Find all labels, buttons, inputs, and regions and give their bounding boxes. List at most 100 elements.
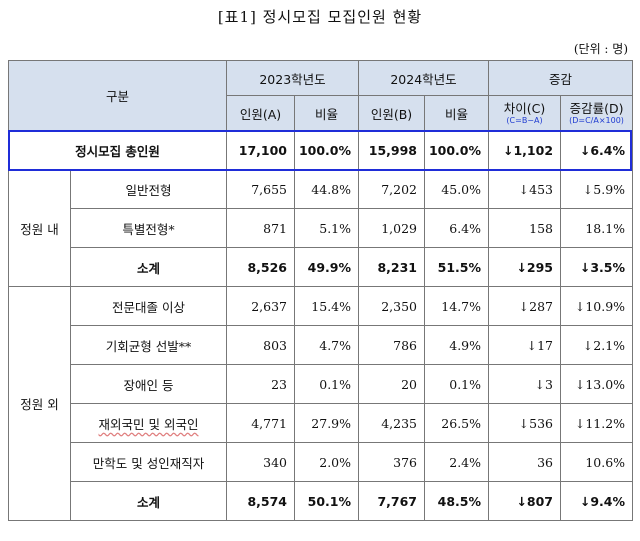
subtotal-row: 소계 8,526 49.9% 8,231 51.5% ↓295 ↓3.5% [9, 247, 634, 287]
cell: ↓807 [488, 481, 562, 521]
group-label: 정원 외 [8, 286, 71, 521]
row-label: 특별전형* [69, 208, 228, 248]
cell: 1,029 [358, 208, 426, 248]
cell: 18.1% [560, 208, 634, 248]
cell: 4,771 [226, 403, 296, 443]
cell: 5.1% [294, 208, 360, 248]
table-row: 만학도 및 성인재직자 340 2.0% 376 2.4% 36 10.6% [9, 442, 634, 482]
recruitment-table: 구분 2023학년도 2024학년도 증감 인원(A) 비율 인원(B) 비율 … [7, 60, 634, 521]
row-label: 소계 [69, 481, 228, 521]
cell: ↓287 [488, 286, 562, 326]
cell: 803 [226, 325, 296, 365]
cell: 49.9% [294, 247, 360, 287]
cell: 10.6% [560, 442, 634, 482]
cell: ↓3.5% [560, 247, 634, 287]
header-count-b: 인원(B) [358, 95, 426, 131]
table-row: 정원 외 전문대졸 이상 2,637 15.4% 2,350 14.7% ↓28… [8, 286, 634, 521]
cell: ↓11.2% [560, 403, 634, 443]
cell: ↓5.9% [560, 169, 634, 209]
row-label: 재외국민 및 외국인 [69, 403, 228, 443]
header-2024: 2024학년도 [358, 60, 490, 96]
cell: 48.5% [424, 481, 490, 521]
row-label: 전문대졸 이상 [69, 286, 228, 326]
cell: ↓2.1% [560, 325, 634, 365]
total-label: 정시모집 총인원 [7, 130, 228, 170]
cell: 871 [226, 208, 296, 248]
cell: 27.9% [294, 403, 360, 443]
row-label: 장애인 등 [69, 364, 228, 404]
cell: 15,998 [358, 130, 426, 170]
cell: 20 [358, 364, 426, 404]
cell: 0.1% [294, 364, 360, 404]
cell: 158 [488, 208, 562, 248]
cell: ↓536 [488, 403, 562, 443]
cell: ↓295 [488, 247, 562, 287]
cell: 17,100 [226, 130, 296, 170]
cell: 23 [226, 364, 296, 404]
cell: ↓9.4% [560, 481, 634, 521]
cell: 26.5% [424, 403, 490, 443]
cell: 6.4% [424, 208, 490, 248]
row-label: 기회균형 선발** [69, 325, 228, 365]
cell: 100.0% [294, 130, 360, 170]
header-category: 구분 [7, 60, 228, 131]
cell: 8,526 [226, 247, 296, 287]
row-label: 일반전형 [69, 169, 228, 209]
cell: 8,574 [226, 481, 296, 521]
cell: 4.9% [424, 325, 490, 365]
row-label-text: 재외국민 및 외국인 [98, 416, 199, 432]
cell: 45.0% [424, 169, 490, 209]
cell: ↓1,102 [488, 130, 562, 170]
header-2023: 2023학년도 [226, 60, 360, 96]
cell: 15.4% [294, 286, 360, 326]
cell: 50.1% [294, 481, 360, 521]
header-diff-label: 차이(C) [503, 100, 546, 116]
cell: ↓10.9% [560, 286, 634, 326]
table-row: 기회균형 선발** 803 4.7% 786 4.9% ↓17 ↓2.1% [9, 325, 634, 365]
cell: 36 [488, 442, 562, 482]
cell: 2.0% [294, 442, 360, 482]
header-rate: 증감률(D) (D=C/A×100) [560, 95, 634, 131]
total-row: 정시모집 총인원 17,100 100.0% 15,998 100.0% ↓1,… [7, 130, 634, 170]
cell: 4,235 [358, 403, 426, 443]
cell: 2,350 [358, 286, 426, 326]
cell: 7,202 [358, 169, 426, 209]
cell: 786 [358, 325, 426, 365]
header-rate-formula: (D=C/A×100) [569, 115, 624, 125]
header-diff: 차이(C) (C=B−A) [488, 95, 562, 131]
header-count-a: 인원(A) [226, 95, 296, 131]
cell: 100.0% [424, 130, 490, 170]
cell: ↓17 [488, 325, 562, 365]
table-row: 특별전형* 871 5.1% 1,029 6.4% 158 18.1% [9, 208, 634, 248]
table-row: 재외국민 및 외국인 4,771 27.9% 4,235 26.5% ↓536 … [9, 403, 634, 443]
cell: 7,655 [226, 169, 296, 209]
unit-note: (단위 : 명) [573, 42, 628, 56]
cell: ↓3 [488, 364, 562, 404]
cell: ↓13.0% [560, 364, 634, 404]
table-row: 정원 내 일반전형 7,655 44.8% 7,202 45.0% ↓453 ↓… [8, 169, 634, 287]
cell: 7,767 [358, 481, 426, 521]
cell: ↓453 [488, 169, 562, 209]
cell: 376 [358, 442, 426, 482]
group-label: 정원 내 [8, 169, 71, 287]
row-label: 소계 [69, 247, 228, 287]
cell: 8,231 [358, 247, 426, 287]
cell: 14.7% [424, 286, 490, 326]
cell: 2,637 [226, 286, 296, 326]
header-ratio-b: 비율 [424, 95, 490, 131]
header-ratio-a: 비율 [294, 95, 360, 131]
cell: 44.8% [294, 169, 360, 209]
header-change: 증감 [488, 60, 634, 96]
cell: 340 [226, 442, 296, 482]
table-row: 장애인 등 23 0.1% 20 0.1% ↓3 ↓13.0% [9, 364, 634, 404]
cell: 0.1% [424, 364, 490, 404]
header-rate-label: 증감률(D) [569, 100, 624, 116]
cell: 4.7% [294, 325, 360, 365]
table-title: [표1] 정시모집 모집인원 현황 [217, 8, 423, 26]
cell: 51.5% [424, 247, 490, 287]
cell: 2.4% [424, 442, 490, 482]
subtotal-row: 소계 8,574 50.1% 7,767 48.5% ↓807 ↓9.4% [9, 481, 634, 521]
row-label: 만학도 및 성인재직자 [69, 442, 228, 482]
header-diff-formula: (C=B−A) [506, 115, 543, 125]
cell: ↓6.4% [560, 130, 634, 170]
